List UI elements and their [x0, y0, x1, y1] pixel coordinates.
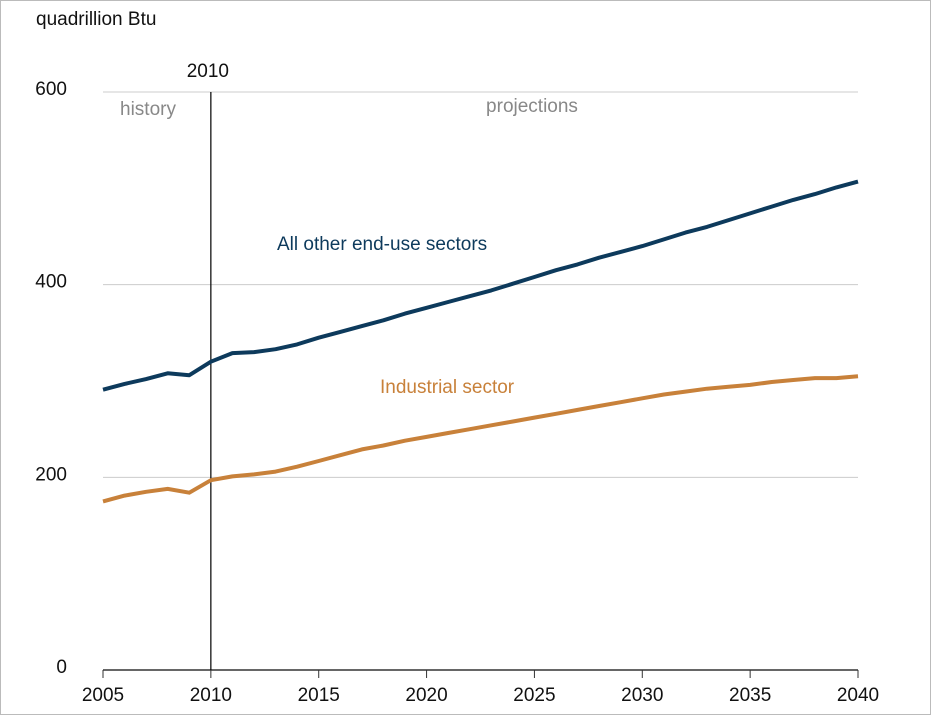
series-line — [102, 179, 859, 392]
y-tick-label: 200 — [35, 464, 67, 485]
y-axis-label: quadrillion Btu — [36, 9, 156, 30]
x-tick-label: 2015 — [298, 685, 340, 706]
series-line — [102, 374, 859, 504]
projection-label: projections — [486, 96, 578, 117]
x-tick-label: 2025 — [513, 685, 555, 706]
x-tick-label: 2020 — [405, 685, 447, 706]
x-tick-label: 2035 — [729, 685, 771, 706]
divider-label: 2010 — [187, 61, 229, 82]
series-label: All other end-use sectors — [277, 234, 487, 255]
y-tick-label: 400 — [35, 272, 67, 293]
y-tick-label: 0 — [56, 657, 67, 678]
history-label: history — [120, 99, 176, 120]
y-tick-label: 600 — [35, 79, 67, 100]
x-tick-label: 2030 — [621, 685, 663, 706]
x-tick-label: 2005 — [82, 685, 124, 706]
x-tick-label: 2010 — [190, 685, 232, 706]
series-label: Industrial sector — [380, 377, 515, 398]
x-tick-label: 2040 — [837, 685, 879, 706]
